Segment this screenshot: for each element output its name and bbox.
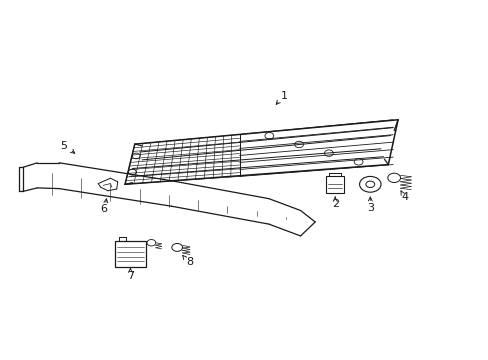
Bar [115,241,145,267]
Text: 1: 1 [281,91,287,101]
Text: 6: 6 [101,204,107,215]
Text: 5: 5 [61,141,67,151]
Text: 2: 2 [331,199,338,210]
Bar [326,176,343,193]
Text: 4: 4 [401,192,408,202]
Text: 3: 3 [366,203,373,213]
Text: 8: 8 [186,257,193,267]
Text: 7: 7 [126,271,134,281]
